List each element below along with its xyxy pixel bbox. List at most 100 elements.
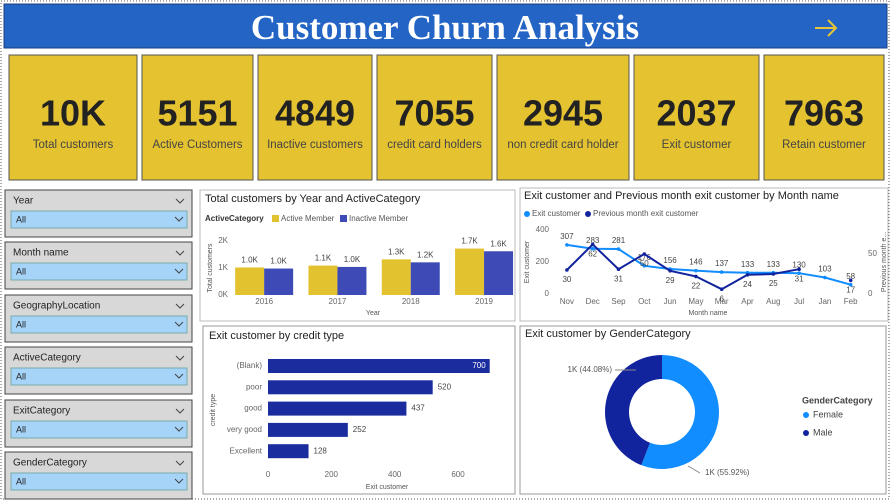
kpi-label: Retain customer bbox=[782, 139, 866, 151]
point bbox=[771, 272, 776, 276]
x-axis-title: Month name bbox=[689, 310, 728, 317]
x-tick-label: 200 bbox=[325, 470, 339, 479]
bar bbox=[268, 380, 433, 395]
chevron bbox=[175, 355, 185, 361]
point bbox=[668, 269, 672, 273]
donut-slice bbox=[641, 355, 719, 469]
x-tick-label: Aug bbox=[766, 297, 780, 306]
point bbox=[565, 268, 569, 272]
x-tick-label: Feb bbox=[844, 297, 858, 306]
point bbox=[823, 275, 827, 280]
data-label: 6 bbox=[719, 294, 724, 303]
slicer-dropdown bbox=[10, 315, 188, 334]
point bbox=[694, 268, 698, 273]
y2-axis-title: Previous month e... bbox=[881, 232, 888, 292]
data-label: 307 bbox=[560, 232, 574, 241]
chevron bbox=[174, 216, 184, 222]
legend-marker bbox=[524, 211, 530, 217]
y-tick-label: very good bbox=[227, 425, 262, 434]
kpi-label: Inactive customers bbox=[267, 139, 363, 151]
point bbox=[590, 246, 595, 251]
kpi-label: Exit customer bbox=[662, 139, 732, 151]
kpi-card bbox=[376, 54, 493, 181]
data-label: 1K (55.92%) bbox=[705, 468, 750, 477]
kpi-value: 5151 bbox=[157, 93, 237, 134]
point bbox=[616, 247, 621, 251]
point bbox=[590, 242, 595, 247]
chart-title: Total customers by Year and ActiveCatego… bbox=[205, 193, 421, 205]
point bbox=[797, 267, 801, 272]
legend-title: GenderCategory bbox=[802, 395, 873, 405]
chevron bbox=[175, 303, 185, 309]
y-tick-label: (Blank) bbox=[237, 361, 263, 370]
legend-label: Exit customer bbox=[532, 209, 581, 218]
legend-swatch bbox=[340, 215, 347, 222]
chevron bbox=[175, 250, 185, 256]
legend-marker bbox=[585, 211, 591, 217]
data-label: 1.0K bbox=[344, 255, 361, 264]
x-tick-label: 0 bbox=[266, 470, 271, 479]
x-tick-label: Oct bbox=[638, 297, 651, 306]
data-label: 1K (44.08%) bbox=[568, 365, 613, 374]
x-tick-label: Apr bbox=[741, 297, 754, 306]
y2-tick-label: 50 bbox=[868, 249, 877, 258]
data-label: 128 bbox=[314, 446, 328, 455]
data-label: 22 bbox=[691, 282, 700, 291]
kpi-value: 10K bbox=[40, 93, 106, 134]
legend-title: ActiveCategory bbox=[205, 214, 264, 223]
line bbox=[566, 243, 851, 286]
nav-arrow[interactable] bbox=[815, 19, 838, 37]
bar bbox=[381, 259, 411, 295]
chevron bbox=[174, 321, 184, 327]
kpi-card bbox=[257, 54, 373, 181]
x-tick-label: 2016 bbox=[255, 297, 273, 306]
slicer-value: All bbox=[16, 476, 26, 486]
point bbox=[642, 264, 647, 268]
legend-label: Active Member bbox=[281, 214, 335, 223]
bar bbox=[268, 422, 348, 437]
kpi-label: credit card holders bbox=[387, 139, 482, 151]
bar bbox=[268, 401, 407, 416]
x-tick-label: May bbox=[688, 297, 703, 306]
legend-label: Inactive Member bbox=[349, 214, 408, 223]
point bbox=[719, 270, 724, 274]
donut-slice bbox=[604, 355, 662, 466]
kpi-label: Active Customers bbox=[152, 139, 242, 151]
slicer-value: All bbox=[16, 371, 26, 381]
data-label: 283 bbox=[586, 236, 600, 245]
kpi-value: 7055 bbox=[394, 93, 474, 134]
slicer-title: Month name bbox=[13, 248, 69, 259]
panel bbox=[519, 187, 889, 322]
x-tick-label: Jun bbox=[664, 297, 677, 306]
x-tick-label: 2018 bbox=[402, 297, 420, 306]
data-label: 1.0K bbox=[270, 257, 287, 266]
data-label: 130 bbox=[792, 260, 806, 269]
legend-swatch bbox=[272, 215, 279, 222]
x-tick-label: 2019 bbox=[475, 297, 493, 306]
data-label: 1.1K bbox=[315, 254, 332, 263]
x-tick-label: Sep bbox=[611, 297, 626, 306]
data-label: 137 bbox=[715, 259, 729, 268]
data-label: 281 bbox=[612, 236, 626, 245]
chevron bbox=[174, 478, 184, 484]
legend-label: Female bbox=[813, 409, 843, 419]
slicer-dropdown bbox=[10, 420, 188, 439]
x-axis-title: Exit customer bbox=[366, 484, 409, 491]
header-bar bbox=[3, 3, 888, 49]
data-label: 437 bbox=[411, 404, 425, 413]
kpi-value: 7963 bbox=[784, 93, 864, 134]
data-label: 62 bbox=[588, 250, 597, 259]
chart-title: Exit customer and Previous month exit cu… bbox=[524, 190, 839, 202]
data-label: 17 bbox=[846, 286, 855, 295]
x-tick-label: Dec bbox=[586, 297, 600, 306]
data-label: 31 bbox=[614, 274, 623, 283]
y-tick-label: Excellent bbox=[230, 446, 263, 455]
kpi-label: non credit card holder bbox=[507, 139, 618, 151]
bar bbox=[455, 248, 485, 295]
chevron bbox=[174, 268, 184, 274]
slicer-value: All bbox=[16, 319, 26, 329]
chevron bbox=[175, 460, 185, 466]
data-label: 29 bbox=[666, 276, 675, 285]
